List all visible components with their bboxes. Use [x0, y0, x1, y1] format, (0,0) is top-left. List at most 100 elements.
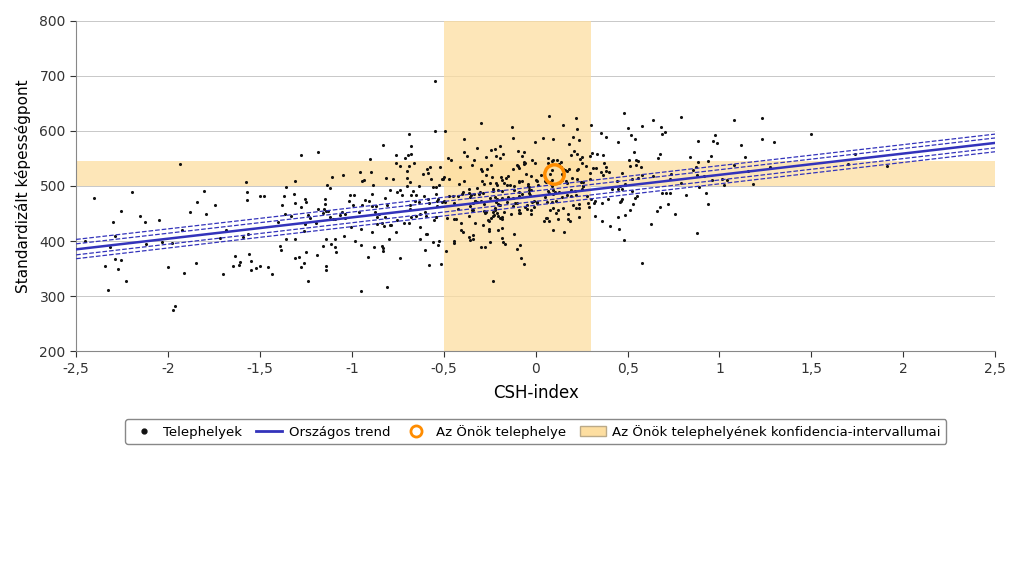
Point [468, 144, 484, 153]
Point [402, 191, 419, 200]
Point [505, 133, 521, 142]
Point [539, 198, 555, 207]
Point [110, 265, 126, 274]
Point [487, 206, 504, 215]
Point [241, 249, 257, 258]
Point [293, 203, 309, 212]
Point [558, 190, 574, 199]
Point [509, 199, 525, 208]
Point [573, 178, 590, 187]
Point [422, 162, 438, 171]
Point [634, 171, 650, 180]
Point [426, 216, 442, 225]
Point [465, 199, 481, 208]
Point [283, 212, 299, 221]
Point [467, 196, 483, 205]
Point [416, 192, 432, 201]
Point [610, 138, 627, 147]
Point [629, 192, 645, 201]
Point [598, 132, 614, 141]
Point [628, 161, 644, 170]
Point [345, 200, 361, 209]
Point [517, 202, 534, 211]
Point [437, 247, 454, 256]
Point [589, 150, 605, 159]
Point [212, 234, 228, 243]
Point [401, 129, 418, 138]
Point [383, 221, 399, 230]
Point [466, 189, 482, 198]
Point [309, 204, 326, 213]
Point [477, 171, 494, 180]
Point [430, 240, 446, 249]
Point [512, 253, 528, 262]
Point [762, 163, 778, 172]
Point [574, 153, 591, 162]
Point [328, 248, 344, 257]
Point [555, 121, 571, 130]
Point [396, 153, 413, 162]
Point [457, 135, 473, 144]
Point [557, 166, 573, 175]
Point [553, 157, 569, 166]
Point [587, 211, 603, 220]
Point [549, 155, 565, 164]
Point [524, 197, 541, 206]
Point [113, 207, 129, 216]
Point [354, 200, 371, 209]
Point [465, 234, 481, 243]
Point [375, 246, 391, 255]
Point [494, 213, 510, 222]
Point [516, 160, 532, 169]
Point [352, 240, 369, 249]
Point [371, 209, 387, 218]
Point [594, 199, 610, 208]
Point [510, 162, 526, 171]
Point [464, 205, 480, 215]
Point [165, 306, 181, 315]
Point [511, 205, 527, 215]
Point [435, 174, 452, 183]
Point [325, 215, 341, 224]
Point [564, 200, 581, 209]
Point [269, 217, 286, 226]
Point [453, 218, 469, 227]
Point [566, 187, 583, 196]
Point [673, 113, 689, 122]
Point [298, 198, 314, 207]
Point [474, 221, 490, 230]
Point [351, 168, 368, 177]
Point [445, 238, 462, 247]
Point [353, 286, 370, 295]
Point [473, 197, 489, 206]
Point [570, 203, 587, 212]
Point [543, 169, 559, 178]
Point [342, 191, 358, 200]
Point [628, 155, 644, 164]
Point [132, 212, 148, 221]
Point [548, 196, 564, 205]
Point [418, 230, 434, 239]
Point [382, 186, 398, 195]
Point [472, 118, 488, 127]
Point [464, 160, 480, 169]
Point [570, 164, 587, 173]
Point [699, 200, 716, 209]
Point [506, 230, 522, 239]
Point [544, 175, 560, 184]
Point [710, 138, 726, 148]
Point [556, 227, 572, 236]
Point [287, 234, 303, 243]
Point [400, 162, 417, 171]
Point [474, 167, 490, 176]
Point [456, 148, 472, 157]
Point [568, 150, 585, 159]
Point [272, 242, 289, 251]
Point [385, 175, 401, 184]
Point [444, 191, 461, 200]
Point [523, 205, 540, 215]
Point [514, 151, 530, 160]
Point [516, 260, 532, 269]
Point [315, 208, 332, 217]
Point [494, 234, 510, 243]
